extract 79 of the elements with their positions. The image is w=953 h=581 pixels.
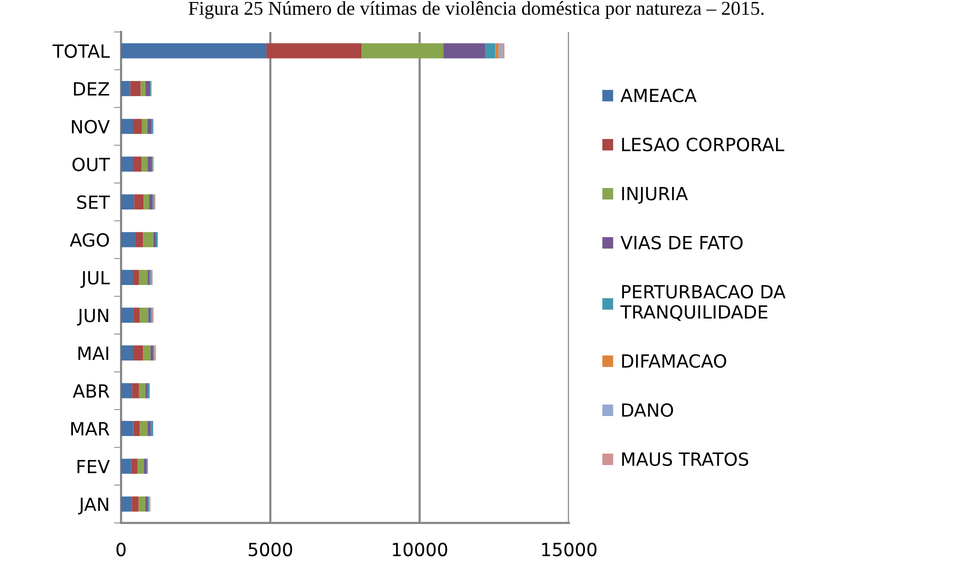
bar (495, 43, 499, 58)
bar (140, 420, 148, 436)
bar (121, 81, 130, 96)
legend-label: MAUS TRATOS (622, 452, 748, 466)
y-tick-label: TOTAL (52, 44, 110, 58)
bar (153, 232, 156, 248)
bar (121, 156, 133, 172)
bar (138, 270, 148, 285)
bar (132, 383, 139, 398)
bar (149, 194, 153, 210)
bar (148, 420, 151, 436)
bar (266, 43, 362, 58)
chart-title: Figura 25 Número de vítimas de violência doméstica por natureza – 2015. (188, 1, 764, 19)
bar (145, 496, 148, 512)
legend-label: LESAO CORPORAL (622, 138, 784, 152)
bar (444, 43, 486, 58)
bar (121, 118, 133, 134)
legend-label: INJURIA (622, 186, 688, 204)
legend-label: VIAS DE FATO (620, 236, 743, 250)
bar (121, 194, 134, 210)
bar (485, 43, 496, 58)
bar (134, 194, 144, 210)
bar (121, 345, 133, 361)
bar (140, 81, 146, 96)
bar (144, 458, 147, 474)
x-tick-label: 0 (116, 542, 126, 556)
bar (132, 496, 139, 512)
y-tick-label: OUT (72, 158, 110, 172)
bar (362, 43, 444, 58)
legend-label: AMEACA (620, 88, 697, 102)
bar (131, 458, 138, 474)
x-tick-label: 10000 (392, 542, 448, 556)
x-tick-label: 15000 (542, 542, 596, 556)
y-tick-label: MAI (78, 346, 108, 360)
bar (121, 496, 132, 512)
bar (147, 118, 152, 134)
bar (498, 43, 502, 58)
y-tick-label: JAN (78, 498, 108, 514)
bar (142, 156, 148, 172)
bar (133, 420, 140, 436)
bar (140, 308, 148, 323)
x-tick-label: 5000 (248, 542, 292, 556)
bar (132, 118, 142, 134)
bar (142, 118, 148, 134)
bar (135, 232, 144, 248)
y-tick-label: DEZ (74, 82, 110, 96)
bar (150, 345, 154, 361)
bar (121, 232, 136, 248)
bar (121, 43, 266, 58)
y-tick-label: MAR (71, 422, 110, 436)
bar (134, 308, 140, 323)
bar (138, 496, 146, 512)
bar (144, 194, 150, 210)
bar (121, 308, 134, 323)
bar (148, 308, 151, 323)
legend-label: DANO (622, 403, 674, 417)
bar (121, 383, 132, 398)
bar (130, 81, 141, 96)
bar (121, 420, 134, 436)
bar (132, 270, 139, 285)
y-tick-label: ABR (72, 384, 110, 398)
bar (132, 156, 142, 172)
legend-label: PERTURBACAO DA TRANQUILIDADE (620, 284, 786, 321)
bar (148, 156, 152, 172)
bar (121, 458, 132, 474)
y-tick-label: SET (77, 195, 110, 210)
bar (121, 270, 133, 285)
y-tick-label: FEV (78, 460, 110, 474)
legend-label: DIFAMACAO (622, 354, 726, 368)
y-tick-label: NOV (72, 120, 110, 134)
bar (132, 345, 144, 361)
y-tick-label: JUN (76, 308, 108, 326)
bar (137, 458, 144, 474)
bar (146, 81, 150, 96)
y-tick-label: AGO (70, 233, 109, 247)
bar (143, 232, 154, 248)
bar (143, 345, 151, 361)
y-tick-label: JUL (80, 271, 110, 288)
bar (138, 383, 146, 398)
